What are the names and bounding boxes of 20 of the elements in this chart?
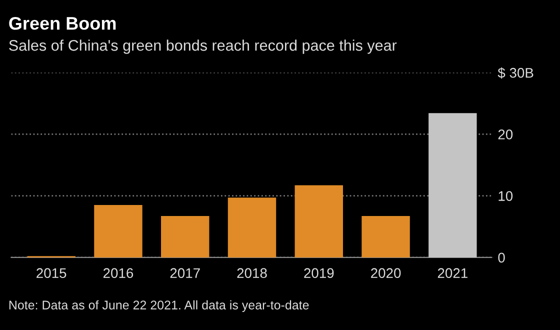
bar — [362, 216, 410, 258]
y-tick-label: 20 — [498, 130, 513, 140]
x-tick-label: 2019 — [304, 268, 334, 278]
bar — [94, 204, 142, 258]
chart-title: Green Boom — [9, 16, 116, 30]
chart-subtitle: Sales of China's green bonds reach record pace this year — [9, 40, 397, 54]
bar — [161, 216, 210, 258]
x-tick-label: 2017 — [170, 268, 200, 278]
y-tick-label: 0 — [498, 252, 505, 263]
bar — [428, 113, 477, 258]
x-tick-label: 2016 — [103, 268, 134, 278]
x-tick-label: 2018 — [237, 268, 267, 278]
text: Note: Data as of June 22 2021. All data is year-to-date — [9, 300, 309, 312]
x-tick-label: 2015 — [36, 268, 66, 278]
x-tick-label: 2020 — [371, 268, 401, 278]
bar — [294, 185, 343, 258]
y-tick-label: 10 — [498, 191, 513, 201]
x-tick-label: 2021 — [438, 268, 468, 278]
bar — [228, 198, 276, 258]
y-tick-label: $ 30B — [498, 67, 534, 79]
